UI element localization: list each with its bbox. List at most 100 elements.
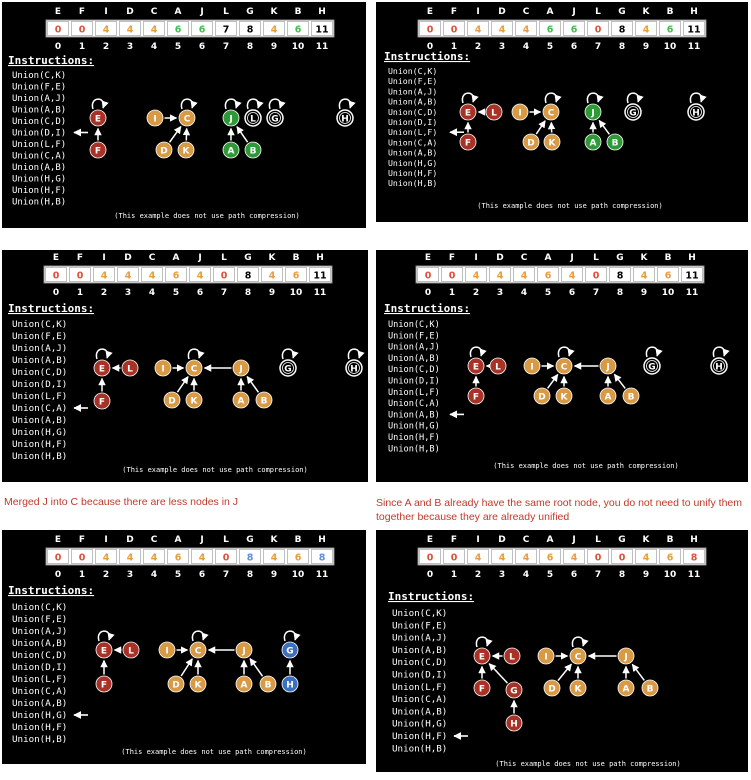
array-index: 11 (688, 570, 701, 580)
node-j (617, 647, 635, 665)
array-header-letter: I (104, 7, 107, 17)
node-label: J (623, 652, 627, 662)
array-index: 7 (223, 42, 229, 52)
array-header-letter: B (293, 253, 300, 263)
instruction-line: Union(F,E) (12, 331, 67, 342)
array-header-letter: C (523, 7, 530, 17)
parent-arrow (180, 658, 193, 677)
array-value: 6 (173, 271, 180, 282)
array-cell (419, 549, 441, 564)
array-header-letter: J (199, 535, 203, 545)
node-i (146, 109, 164, 127)
node-label: L (127, 364, 133, 374)
array-index: 9 (271, 570, 277, 580)
array-index: 11 (316, 42, 329, 52)
array-cell (95, 21, 117, 36)
array-value: 4 (643, 25, 650, 36)
array-header-letter: B (667, 535, 674, 545)
array-value: 4 (101, 271, 108, 282)
array-header-letter: D (496, 253, 503, 263)
array-value: 4 (475, 25, 482, 36)
array-header-letter: A (175, 535, 182, 545)
parent-arrow (246, 375, 260, 393)
array-header-letter: I (476, 535, 479, 545)
footer-note: (This example does not use path compress… (122, 466, 307, 474)
node-label: K (191, 396, 199, 406)
array-index: 5 (175, 42, 181, 52)
node-label: A (590, 138, 597, 148)
array-cell (285, 267, 307, 282)
array-header-letter: E (55, 7, 61, 17)
node-l (122, 641, 140, 659)
node-label: I (165, 646, 168, 656)
footer-note: (This example does not use path compress… (121, 748, 306, 756)
parent-arrow (598, 119, 610, 135)
instruction-line: Union(A,B) (392, 645, 447, 656)
array-value: 11 (315, 25, 328, 36)
panel-canvas: E F I D C A J L G K B H 0 0 4 4 4 6 4 0 8 4 6 11 0 1 2 3 4 5 6 7 8 9 10 11 I… (8, 253, 365, 474)
instruction-line: Union(C,A) (12, 403, 67, 414)
array-cell (117, 267, 139, 282)
node-label: J (590, 108, 594, 118)
panel-canvas: E F I D C A J L G K B H 0 0 4 4 4 6 4 0 8 4 6 8 0 1 2 3 4 5 6 7 8 9 10 11 In… (8, 535, 335, 756)
instruction-line: Union(C,K) (12, 602, 67, 613)
array-cell (167, 549, 189, 564)
node-l (485, 103, 503, 121)
node-f (473, 679, 491, 697)
node-j (235, 641, 253, 659)
node-j (232, 359, 250, 377)
array-cell (47, 549, 69, 564)
array-header-letter: F (77, 253, 83, 263)
array-header-letter: F (79, 535, 85, 545)
node-label: J (605, 362, 609, 372)
array-cell (167, 21, 189, 36)
footer-note: (This example does not use path compress… (114, 212, 299, 220)
node-b (244, 141, 262, 159)
node-l (503, 647, 521, 665)
array-index: 5 (545, 288, 551, 298)
array-header-letter: K (643, 535, 651, 545)
self-loop (95, 348, 113, 360)
node-label: G (286, 646, 293, 656)
instruction-line: Union(L,F) (12, 674, 67, 685)
array-value: 8 (619, 25, 626, 36)
array-header-letter: A (547, 535, 554, 545)
node-label: D (527, 138, 534, 148)
instruction-line: Union(H,G) (12, 175, 66, 185)
instruction-line: Union(F,E) (12, 614, 67, 625)
node-a (235, 675, 253, 693)
array-index: 8 (617, 288, 623, 298)
array-index: 4 (151, 570, 157, 580)
node-label: H (286, 680, 294, 690)
array-index: 3 (125, 288, 131, 298)
instruction-line: Union(H,G) (12, 710, 67, 721)
array-index: 1 (77, 288, 83, 298)
array-cell (143, 21, 165, 36)
node-label: E (99, 364, 105, 374)
array-index: 10 (290, 288, 303, 298)
array-box (43, 265, 333, 284)
node-e (95, 641, 113, 659)
array-value: 0 (593, 271, 600, 282)
array-box (45, 19, 335, 38)
node-label: B (628, 392, 635, 402)
step-caption: Merged J into C because there are less n… (4, 496, 239, 508)
self-loop (475, 636, 493, 648)
node-label: F (473, 392, 479, 402)
node-label: L (495, 362, 501, 372)
node-label: J (238, 364, 242, 374)
array-cell (539, 549, 561, 564)
node-k (569, 679, 587, 697)
array-index: 7 (595, 570, 601, 580)
instructions-title: Instructions: (8, 302, 94, 315)
array-header-letter: G (618, 535, 625, 545)
array-index: 7 (595, 42, 601, 52)
instruction-line: Union(C,A) (388, 137, 437, 147)
array-header-letter: I (102, 253, 105, 263)
array-cell (491, 549, 513, 564)
array-index: 5 (547, 570, 553, 580)
array-value: 0 (221, 271, 228, 282)
array-value: 8 (245, 271, 252, 282)
node-e (473, 647, 491, 665)
instruction-line: Union(H,F) (12, 722, 67, 733)
